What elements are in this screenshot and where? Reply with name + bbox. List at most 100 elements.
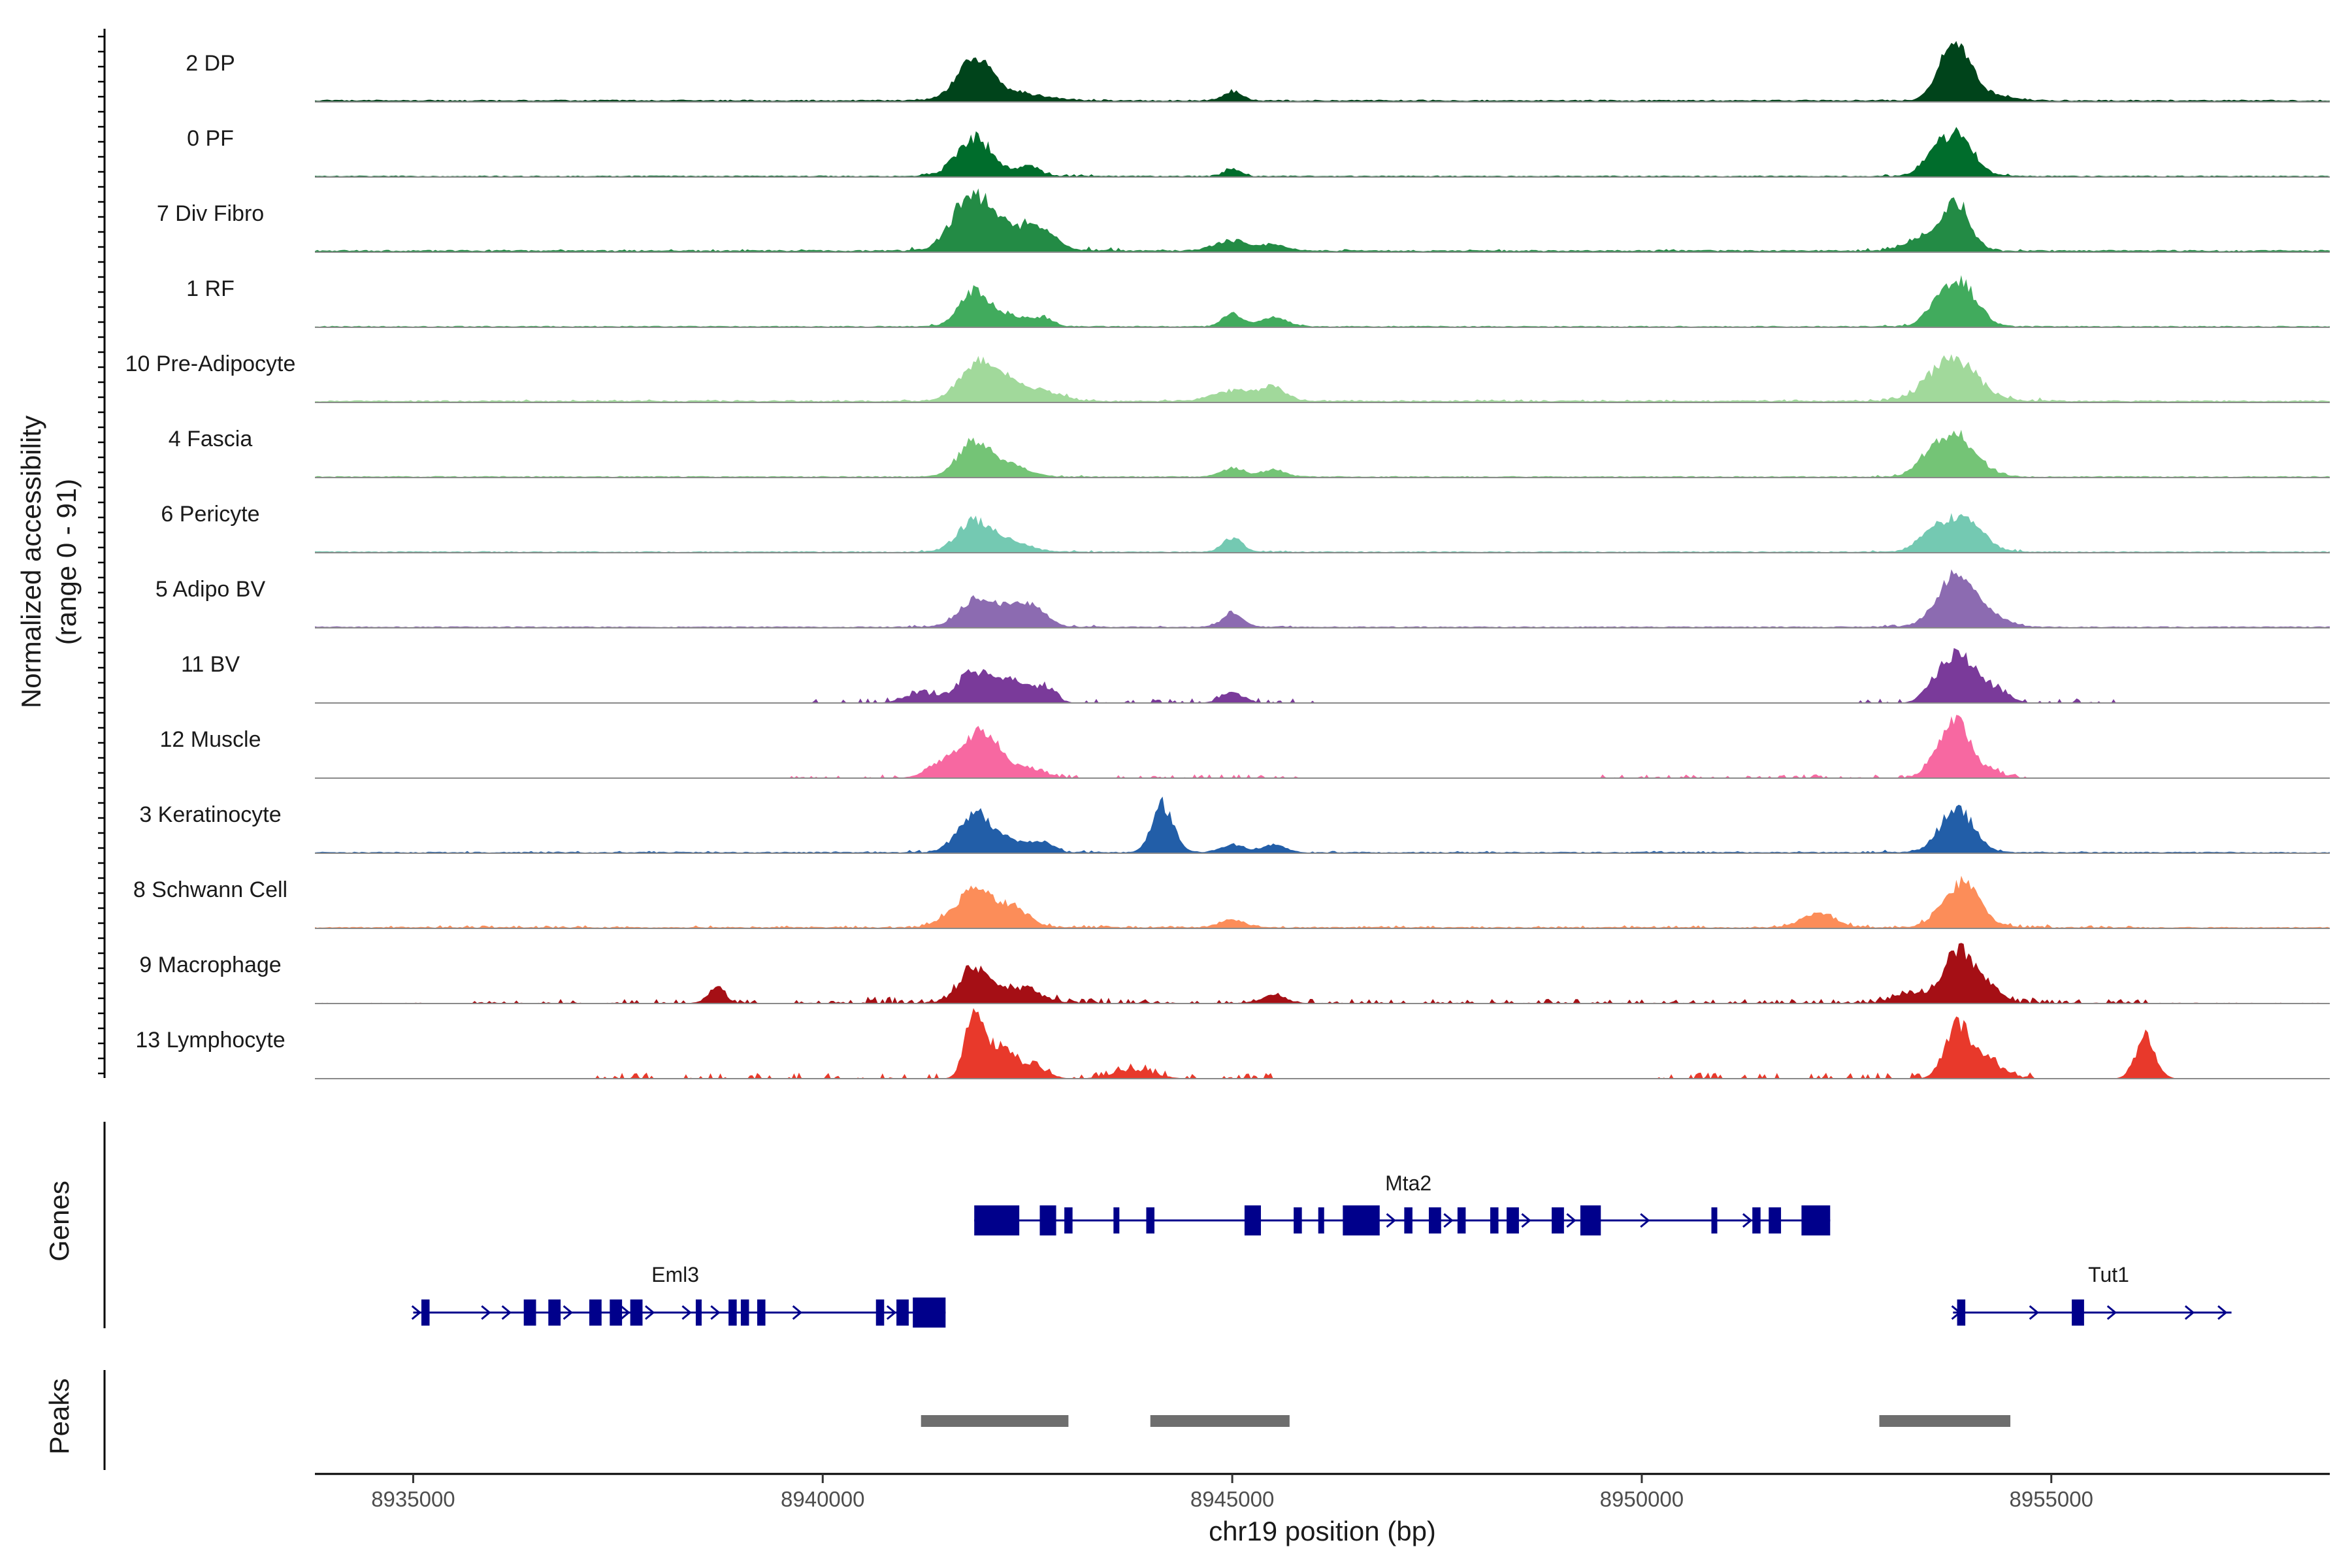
exon xyxy=(974,1205,1020,1235)
track-label: 13 Lymphocyte xyxy=(135,1028,285,1053)
coverage-area xyxy=(315,513,2330,553)
strand-arrow xyxy=(792,1305,803,1320)
coverage-area xyxy=(315,569,2330,628)
track-label: 7 Div Fibro xyxy=(157,201,264,226)
peak-track xyxy=(103,1370,2011,1470)
gene-tut1: Tut1 xyxy=(1951,1263,2232,1326)
exon xyxy=(1404,1207,1413,1233)
y-axis-group xyxy=(98,29,106,1078)
track-label: 1 RF xyxy=(186,276,235,301)
exon xyxy=(1552,1207,1564,1233)
track-13: 9 Macrophage xyxy=(139,943,2330,1004)
exon xyxy=(1769,1207,1782,1233)
track-10: 12 Muscle xyxy=(160,715,2330,779)
exon xyxy=(1580,1205,1601,1235)
track-label: 9 Macrophage xyxy=(139,953,281,977)
exon xyxy=(1244,1205,1261,1235)
exon xyxy=(1957,1299,1966,1326)
strand-arrow xyxy=(1521,1213,1531,1228)
strand-arrow xyxy=(1640,1213,1650,1228)
strand-arrow xyxy=(681,1305,692,1320)
strand-arrow xyxy=(501,1305,512,1320)
strand-arrow xyxy=(620,1305,630,1320)
exon xyxy=(1318,1207,1324,1233)
track-label: 2 DP xyxy=(186,51,235,76)
strand-arrow xyxy=(1386,1213,1396,1228)
exon xyxy=(1146,1207,1154,1233)
coverage-area xyxy=(315,943,2330,1004)
x-axis-title: chr19 position (bp) xyxy=(1209,1516,1436,1546)
track-9: 11 BV xyxy=(181,647,2330,704)
track-8: 5 Adipo BV xyxy=(155,569,2330,629)
x-tick-label: 8950000 xyxy=(1600,1487,1684,1511)
coverage-area xyxy=(315,1008,2330,1079)
strand-arrow xyxy=(1443,1213,1454,1228)
exon xyxy=(2072,1299,2084,1326)
genes-panel-label: Genes xyxy=(44,1181,74,1262)
coverage-area xyxy=(315,41,2330,103)
track-1: 2 DP xyxy=(186,41,2330,103)
strand-arrow xyxy=(563,1305,573,1320)
track-7: 6 Pericyte xyxy=(161,502,2330,553)
track-14: 13 Lymphocyte xyxy=(135,1008,2330,1079)
track-label: 5 Adipo BV xyxy=(155,577,266,602)
x-axis-group: 8935000 8940000 8945000 8950000 8955000 xyxy=(315,1473,2330,1511)
peak-bar xyxy=(1879,1415,2011,1427)
strand-arrow xyxy=(2106,1305,2117,1320)
track-12: 8 Schwann Cell xyxy=(133,875,2330,929)
strand-arrow xyxy=(1742,1213,1753,1228)
exon xyxy=(913,1298,946,1328)
y-axis-title: Normalized accessibility xyxy=(16,416,46,708)
track-5: 10 Pre-Adipocyte xyxy=(125,351,2330,403)
track-2: 0 PF xyxy=(187,126,2330,178)
exon xyxy=(1039,1205,1056,1235)
track-label: 6 Pericyte xyxy=(161,502,259,527)
exon xyxy=(1428,1207,1441,1233)
strand-arrow xyxy=(481,1305,491,1320)
exon xyxy=(1752,1207,1761,1233)
track-label: 10 Pre-Adipocyte xyxy=(125,351,296,376)
exon xyxy=(1064,1207,1073,1233)
exon xyxy=(1711,1207,1718,1233)
exon xyxy=(1294,1207,1302,1233)
exon xyxy=(1113,1207,1120,1233)
exon xyxy=(695,1299,702,1326)
coverage-area xyxy=(315,875,2330,928)
x-tick-label: 8955000 xyxy=(2010,1487,2093,1511)
track-4: 1 RF xyxy=(186,275,2330,328)
exon xyxy=(1801,1205,1831,1235)
coverage-area xyxy=(315,275,2330,327)
exon xyxy=(421,1299,430,1326)
gene-label: Eml3 xyxy=(651,1263,699,1286)
x-tick-label: 8945000 xyxy=(1190,1487,1274,1511)
exon xyxy=(728,1299,737,1326)
exon xyxy=(875,1299,885,1326)
coverage-area xyxy=(315,127,2330,177)
exon xyxy=(896,1299,909,1326)
strand-arrow xyxy=(2029,1305,2040,1320)
track-label: 4 Fascia xyxy=(169,427,253,451)
x-tick-label: 8935000 xyxy=(371,1487,455,1511)
exon xyxy=(523,1299,536,1326)
coverage-tracks: 2 DP 0 PF 7 Div Fibro 1 RF 10 Pre-Adipocyte 4… xyxy=(125,41,2330,1079)
track-3: 7 Div Fibro xyxy=(157,188,2330,253)
strand-arrow xyxy=(2217,1305,2228,1320)
track-label: 11 BV xyxy=(181,652,240,677)
strand-arrow xyxy=(710,1305,721,1320)
peak-bar xyxy=(1150,1415,1290,1427)
strand-arrow xyxy=(1566,1213,1576,1228)
coverage-area xyxy=(315,796,2330,853)
coverage-area xyxy=(315,647,2330,703)
coverage-area xyxy=(315,715,2330,778)
gene-eml3: Eml3 xyxy=(411,1263,946,1328)
strand-arrow xyxy=(886,1305,897,1320)
exon xyxy=(589,1299,602,1326)
track-label: 3 Keratinocyte xyxy=(139,802,281,827)
exon xyxy=(757,1299,766,1326)
strand-arrow xyxy=(411,1305,422,1320)
track-11: 3 Keratinocyte xyxy=(139,796,2330,854)
y-axis-subtitle: (range 0 - 91) xyxy=(51,479,82,645)
exon xyxy=(1457,1207,1466,1233)
track-6: 4 Fascia xyxy=(169,427,2330,478)
